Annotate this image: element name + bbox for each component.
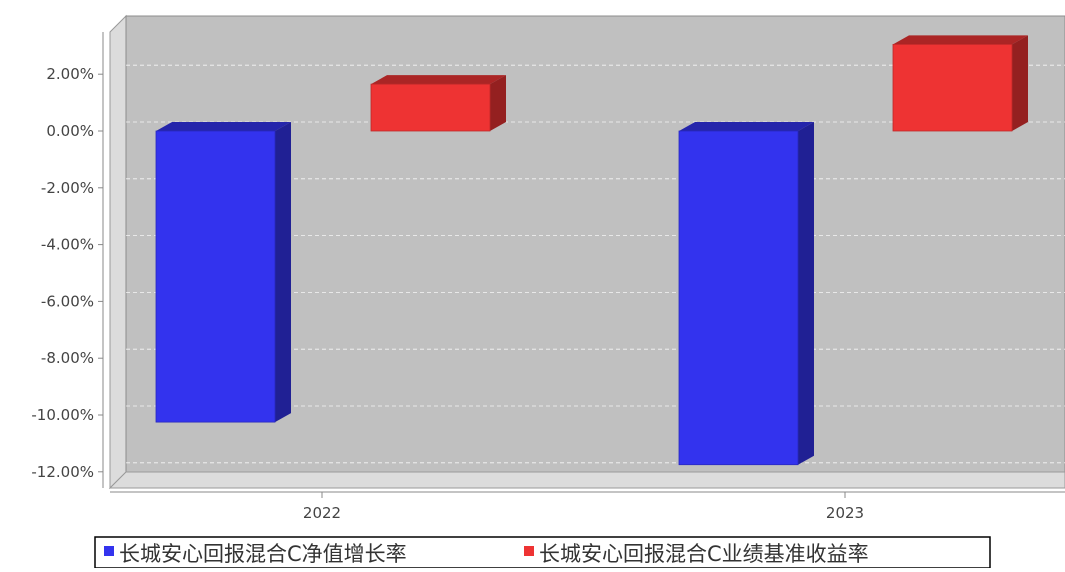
- bar-top-face: [893, 35, 1028, 45]
- bar-front-face: [370, 83, 491, 132]
- bar: [155, 122, 291, 423]
- y-tick-label: -10.00%: [31, 406, 94, 424]
- x-tick-label: 2022: [303, 504, 341, 522]
- y-tick-label: 0.00%: [46, 122, 94, 140]
- y-tick-label: -8.00%: [41, 349, 94, 367]
- legend-label-series-1: 长城安心回报混合C业绩基准收益率: [539, 542, 869, 566]
- bars: [155, 35, 1028, 466]
- legend-swatch-series-0: [104, 546, 114, 556]
- bar-top-face: [156, 122, 291, 131]
- legend-swatch-series-1: [524, 546, 534, 556]
- y-tick-label: -12.00%: [31, 463, 94, 481]
- bar: [892, 35, 1028, 132]
- y-axis-ticks: 2.00% 0.00% -2.00% -4.00% -6.00% -8.00% -10.00…: [31, 65, 103, 481]
- y-tick-label: -4.00%: [41, 236, 94, 254]
- bar-side-face: [490, 75, 506, 131]
- legend-label-series-0: 长城安心回报混合C净值增长率: [119, 542, 407, 566]
- x-axis-ticks: 2022 2023: [303, 492, 864, 522]
- floor: [108, 471, 1065, 489]
- back-wall-side: [109, 14, 127, 490]
- legend: 长城安心回报混合C净值增长率 长城安心回报混合C业绩基准收益率: [94, 536, 991, 569]
- y-tick-label: -2.00%: [41, 179, 94, 197]
- y-tick-label: -6.00%: [41, 292, 94, 310]
- bar-front-face: [155, 130, 276, 423]
- bar-front-face: [678, 130, 799, 466]
- x-tick-label: 2023: [826, 504, 864, 522]
- bar-front-face: [892, 43, 1013, 132]
- bar-side-face: [798, 122, 814, 465]
- bar-side-face: [1012, 35, 1028, 131]
- bar-side-face: [275, 122, 291, 423]
- y-tick-label: 2.00%: [46, 65, 94, 83]
- bar-top-face: [371, 75, 506, 85]
- bar: [370, 75, 506, 132]
- bar-top-face: [679, 122, 814, 131]
- bar: [678, 122, 814, 466]
